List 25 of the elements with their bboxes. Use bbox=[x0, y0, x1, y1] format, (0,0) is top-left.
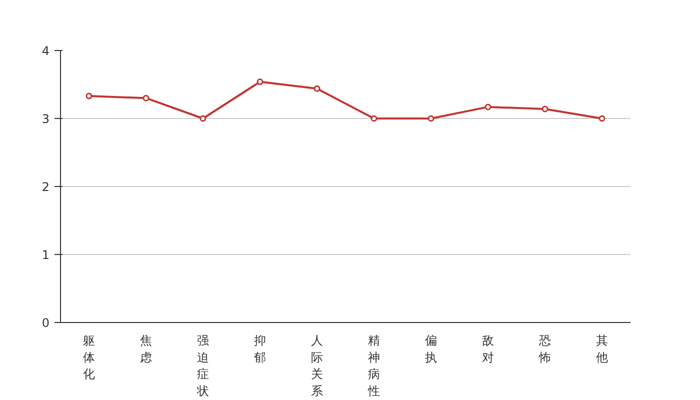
point bbox=[598, 115, 606, 122]
x-tick-label: 偏执 bbox=[425, 334, 437, 364]
y-tick-label: 1 bbox=[42, 248, 50, 262]
x-tick-label: 焦虑 bbox=[140, 334, 152, 364]
y-tick-label: 3 bbox=[42, 112, 50, 126]
y-tick-label: 0 bbox=[42, 316, 50, 330]
point bbox=[142, 94, 150, 102]
point bbox=[428, 115, 434, 122]
y-tick-label: 2 bbox=[42, 180, 50, 194]
y-tick-label: 4 bbox=[42, 44, 50, 58]
x-tick-label: 强迫症状 bbox=[196, 334, 209, 398]
point bbox=[256, 78, 264, 86]
point bbox=[484, 104, 492, 110]
x-tick-label: 抑郁 bbox=[254, 334, 266, 364]
x-tick-label: 恐怖 bbox=[538, 334, 551, 364]
point bbox=[370, 115, 378, 122]
point bbox=[542, 106, 548, 112]
x-tick-label: 躯体化 bbox=[83, 334, 95, 382]
x-tick-label: 敌对 bbox=[482, 334, 494, 364]
point bbox=[86, 92, 92, 100]
x-tick-label: 人际关系 bbox=[311, 334, 323, 398]
x-tick-label: 精神病性 bbox=[367, 334, 380, 398]
point bbox=[314, 85, 320, 92]
point bbox=[200, 115, 206, 122]
x-tick-label: 其他 bbox=[596, 334, 608, 364]
